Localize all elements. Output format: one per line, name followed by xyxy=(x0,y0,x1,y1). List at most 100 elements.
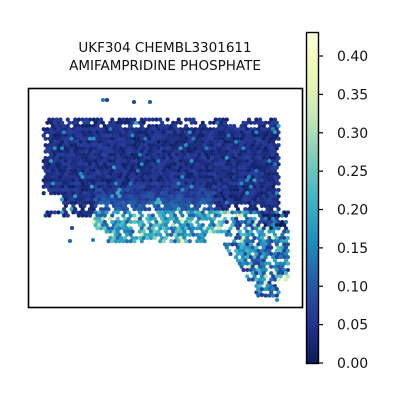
spot xyxy=(195,187,200,193)
spot xyxy=(180,168,185,173)
spot xyxy=(147,99,153,105)
spot xyxy=(191,143,196,148)
spot xyxy=(43,149,48,154)
spot xyxy=(76,136,81,141)
spot xyxy=(148,229,154,234)
spot xyxy=(121,162,126,167)
spot xyxy=(161,136,166,141)
spot xyxy=(202,187,207,193)
spot xyxy=(141,120,146,125)
spot xyxy=(176,155,181,161)
spot xyxy=(178,229,183,234)
spot xyxy=(165,232,170,237)
spot xyxy=(54,136,59,141)
spot xyxy=(243,155,248,161)
spot xyxy=(254,117,259,122)
spot xyxy=(180,194,185,199)
spot xyxy=(176,239,181,244)
spot xyxy=(215,229,220,234)
spot xyxy=(119,191,124,196)
spot xyxy=(115,133,120,138)
spot xyxy=(154,130,159,135)
spot xyxy=(110,219,115,225)
spot xyxy=(89,191,94,196)
spot xyxy=(226,165,231,170)
spot xyxy=(89,171,94,177)
spot xyxy=(215,165,220,170)
spot xyxy=(208,152,213,157)
spot xyxy=(176,117,181,122)
spot xyxy=(136,187,141,193)
spot xyxy=(141,146,146,151)
spot xyxy=(282,210,287,215)
spot xyxy=(147,232,152,237)
spot xyxy=(160,191,165,196)
spot xyxy=(202,181,207,186)
spot xyxy=(54,175,59,180)
spot xyxy=(245,146,250,151)
spot xyxy=(93,216,98,221)
spot xyxy=(184,117,189,122)
spot xyxy=(76,155,81,161)
spot xyxy=(158,117,163,122)
spot xyxy=(128,162,133,167)
spot xyxy=(113,149,118,154)
spot xyxy=(100,133,105,138)
spot xyxy=(123,191,128,196)
spot xyxy=(239,130,244,135)
spot xyxy=(282,248,287,253)
spot xyxy=(62,175,67,180)
spot xyxy=(211,223,216,228)
spot xyxy=(265,149,270,154)
spot xyxy=(226,242,231,247)
spot xyxy=(91,168,96,173)
spot xyxy=(163,216,168,221)
spot xyxy=(206,168,211,173)
spot xyxy=(163,146,168,151)
spot xyxy=(160,133,165,138)
spot xyxy=(60,178,65,183)
spot xyxy=(137,216,142,221)
spot xyxy=(143,232,148,237)
spot xyxy=(145,146,150,151)
spot xyxy=(246,194,252,199)
spot xyxy=(276,226,281,231)
spot xyxy=(119,120,124,125)
spot xyxy=(163,133,168,138)
spot xyxy=(278,261,283,266)
spot xyxy=(147,187,152,193)
spot xyxy=(126,133,131,138)
spot xyxy=(282,235,287,241)
spot xyxy=(119,184,124,189)
spot xyxy=(141,159,146,164)
spot xyxy=(243,136,248,141)
spot xyxy=(226,133,231,138)
spot xyxy=(65,117,70,122)
spot xyxy=(241,248,246,253)
spot xyxy=(139,143,144,148)
spot xyxy=(189,216,194,221)
spot xyxy=(263,267,268,273)
spot xyxy=(119,146,124,151)
spot xyxy=(106,155,111,161)
spot xyxy=(145,133,150,138)
spot xyxy=(211,216,216,221)
spot xyxy=(52,210,57,215)
spot xyxy=(230,133,235,138)
spot xyxy=(161,162,166,167)
spot xyxy=(254,277,259,282)
spot xyxy=(206,207,211,212)
spot xyxy=(74,191,80,196)
spot xyxy=(54,155,59,161)
spot xyxy=(200,146,205,151)
spot xyxy=(167,152,172,157)
spot xyxy=(272,123,277,129)
spot xyxy=(174,152,179,157)
spot xyxy=(234,178,239,183)
spot xyxy=(269,162,274,167)
spot xyxy=(263,293,268,298)
spot xyxy=(169,155,174,161)
spot xyxy=(158,123,163,129)
spot xyxy=(99,168,104,173)
spot xyxy=(100,191,105,196)
